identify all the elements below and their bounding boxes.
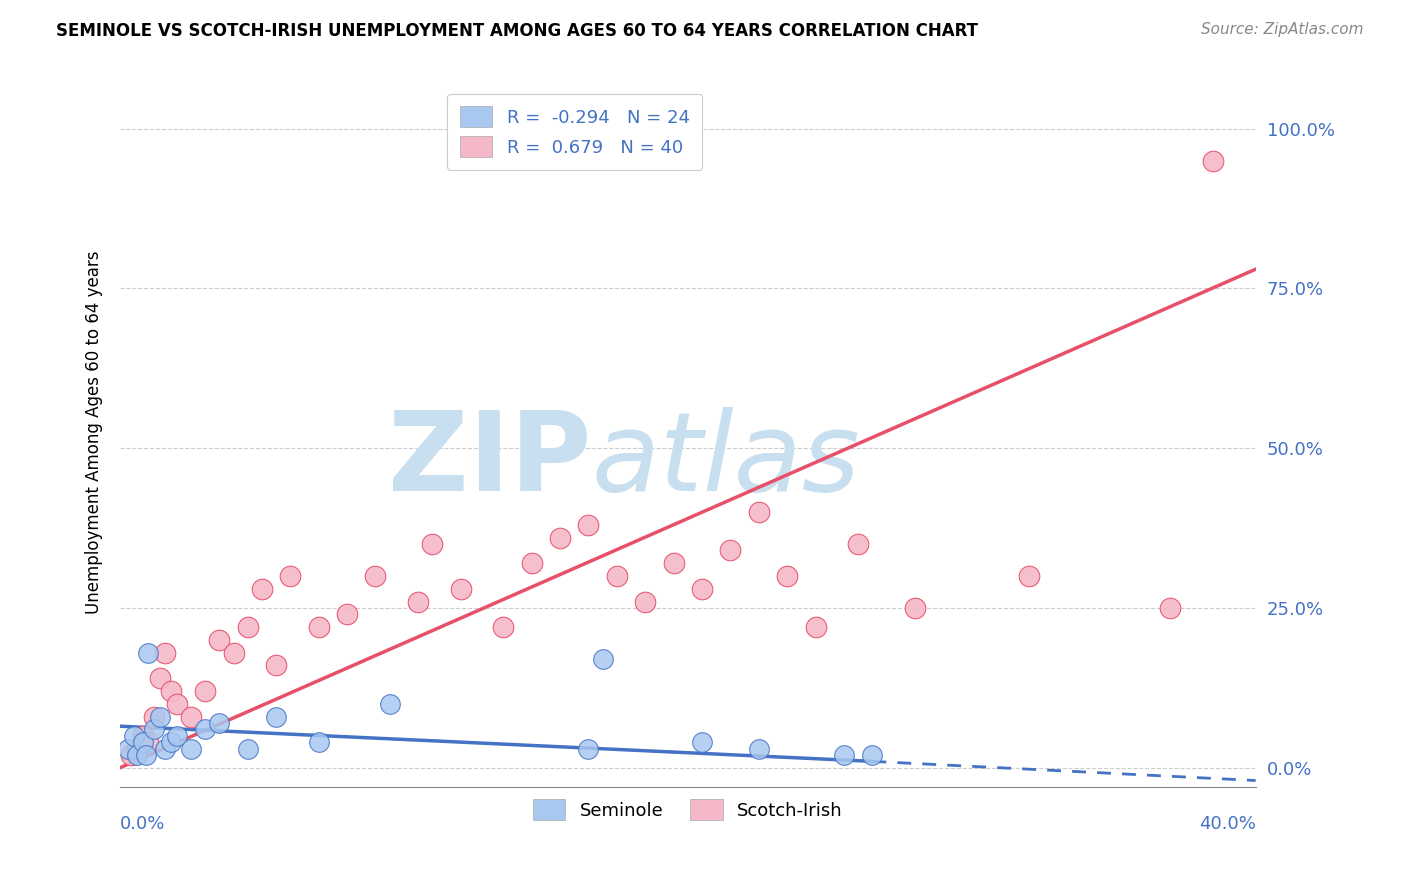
- Point: [634, 594, 657, 608]
- Point: [592, 652, 614, 666]
- Point: [222, 646, 245, 660]
- Point: [578, 517, 600, 532]
- Point: [149, 709, 172, 723]
- Point: [194, 723, 217, 737]
- Point: [420, 537, 443, 551]
- Point: [138, 646, 160, 660]
- Point: [578, 741, 600, 756]
- Point: [131, 735, 153, 749]
- Point: [378, 697, 401, 711]
- Point: [308, 735, 330, 749]
- Point: [690, 582, 713, 596]
- Point: [155, 646, 177, 660]
- Point: [264, 709, 287, 723]
- Point: [180, 741, 202, 756]
- Point: [364, 569, 387, 583]
- Point: [860, 747, 883, 762]
- Point: [278, 569, 301, 583]
- Point: [690, 735, 713, 749]
- Point: [143, 723, 166, 737]
- Point: [776, 569, 799, 583]
- Point: [520, 556, 543, 570]
- Point: [308, 620, 330, 634]
- Point: [208, 632, 231, 647]
- Point: [122, 729, 145, 743]
- Text: SEMINOLE VS SCOTCH-IRISH UNEMPLOYMENT AMONG AGES 60 TO 64 YEARS CORRELATION CHAR: SEMINOLE VS SCOTCH-IRISH UNEMPLOYMENT AM…: [56, 22, 979, 40]
- Point: [166, 697, 188, 711]
- Point: [166, 729, 188, 743]
- Point: [125, 747, 148, 762]
- Point: [804, 620, 827, 634]
- Point: [194, 684, 217, 698]
- Point: [492, 620, 515, 634]
- Point: [208, 716, 231, 731]
- Point: [138, 735, 160, 749]
- Point: [160, 684, 183, 698]
- Point: [832, 747, 855, 762]
- Point: [134, 747, 156, 762]
- Point: [250, 582, 273, 596]
- Point: [143, 709, 166, 723]
- Text: Source: ZipAtlas.com: Source: ZipAtlas.com: [1201, 22, 1364, 37]
- Text: 40.0%: 40.0%: [1199, 815, 1256, 833]
- Text: atlas: atlas: [592, 407, 860, 514]
- Y-axis label: Unemployment Among Ages 60 to 64 years: Unemployment Among Ages 60 to 64 years: [86, 251, 103, 614]
- Point: [1202, 153, 1225, 168]
- Text: 0.0%: 0.0%: [120, 815, 166, 833]
- Point: [120, 747, 142, 762]
- Point: [125, 741, 148, 756]
- Point: [131, 729, 153, 743]
- Point: [406, 594, 429, 608]
- Point: [450, 582, 472, 596]
- Point: [606, 569, 628, 583]
- Point: [548, 531, 571, 545]
- Point: [149, 671, 172, 685]
- Point: [155, 741, 177, 756]
- Point: [718, 543, 741, 558]
- Point: [748, 505, 770, 519]
- Text: ZIP: ZIP: [388, 407, 592, 514]
- Point: [662, 556, 685, 570]
- Point: [180, 709, 202, 723]
- Point: [117, 741, 139, 756]
- Point: [264, 658, 287, 673]
- Legend: Seminole, Scotch-Irish: Seminole, Scotch-Irish: [526, 792, 851, 828]
- Point: [904, 601, 927, 615]
- Point: [236, 741, 259, 756]
- Point: [336, 607, 359, 622]
- Point: [846, 537, 869, 551]
- Point: [160, 735, 183, 749]
- Point: [748, 741, 770, 756]
- Point: [1159, 601, 1181, 615]
- Point: [236, 620, 259, 634]
- Point: [1018, 569, 1040, 583]
